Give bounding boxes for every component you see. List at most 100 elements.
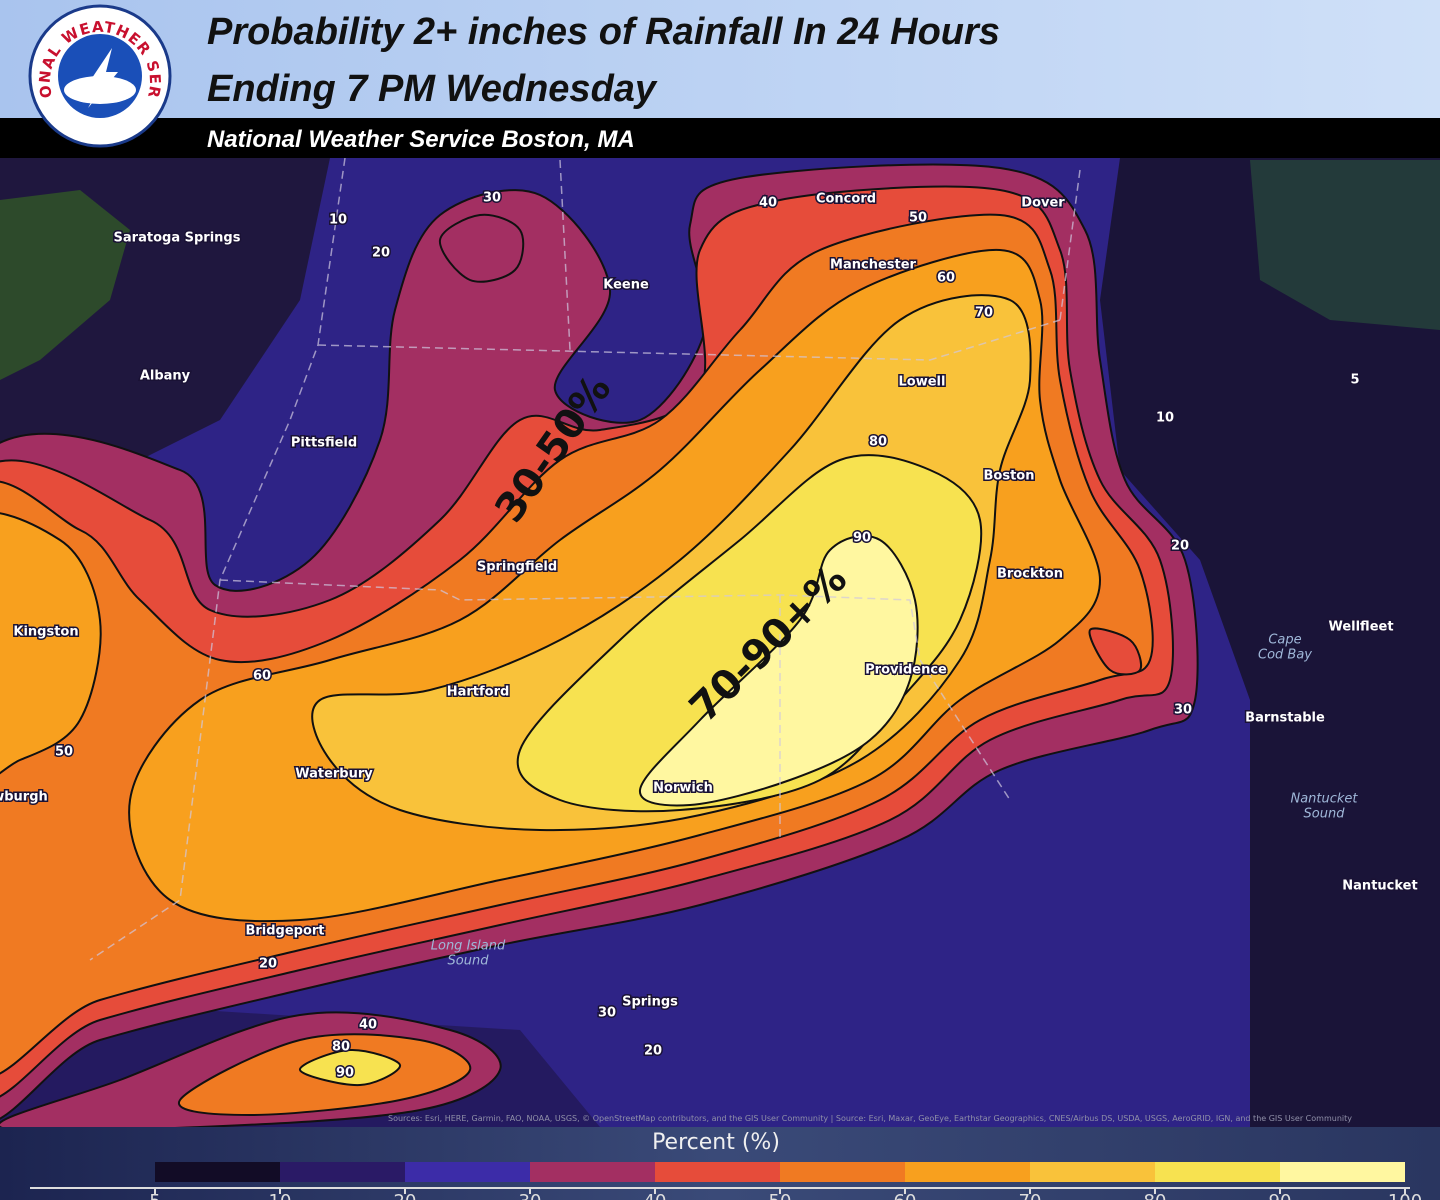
legend-tick-label: 80 [1144, 1191, 1167, 1200]
contour-label: 20 [644, 1044, 662, 1059]
place-label: Manchester [830, 258, 917, 273]
contour-line [516, 454, 983, 813]
contour-label: 90 [853, 531, 871, 546]
place-label: Barnstable [1245, 711, 1325, 726]
place-label: Keene [603, 278, 649, 293]
legend-swatch [280, 1162, 405, 1182]
place-label: Saratoga Springs [114, 231, 241, 246]
place-label: Springs [622, 995, 678, 1010]
contour-label: 60 [937, 271, 955, 286]
probability-zone [639, 535, 918, 806]
place-label: Kingston [13, 625, 78, 640]
probability-zone [299, 1049, 401, 1086]
contour-label: 20 [372, 246, 390, 261]
water-label: Cod Bay [1258, 648, 1312, 663]
place-label: Boston [984, 469, 1035, 484]
place-label: Waterbury [295, 767, 373, 782]
contour-label: 5 [1350, 373, 1359, 388]
legend-swatch [905, 1162, 1030, 1182]
legend-tick-label: 40 [644, 1191, 667, 1200]
water-label: Sound [1304, 807, 1346, 822]
contour-line [128, 248, 1102, 923]
legend-swatch [780, 1162, 905, 1182]
place-label: Dover [1021, 196, 1065, 211]
contour-label: 40 [759, 196, 777, 211]
water-label: Long Island [431, 939, 506, 954]
place-label: Hartford [447, 685, 510, 700]
contour-label: 50 [909, 211, 927, 226]
legend-swatch [530, 1162, 655, 1182]
legend-swatch [1280, 1162, 1405, 1182]
contour-label: 30 [598, 1006, 616, 1021]
contour-line [177, 1033, 472, 1117]
contour-label: 50 [55, 745, 73, 760]
contour-line [0, 213, 1154, 1075]
contour-label: 20 [1171, 539, 1189, 554]
place-label: Wellfleet [1328, 620, 1393, 635]
place-label: Lowell [899, 375, 946, 390]
contour-line [1088, 627, 1143, 676]
contour-line [298, 1048, 401, 1087]
title-line-1: Probability 2+ inches of Rainfall In 24 … [207, 11, 1000, 53]
legend-tick-label: 10 [269, 1191, 292, 1200]
legend-tick-label: 5 [149, 1191, 160, 1200]
state-borders [89, 158, 1081, 961]
legend-tick-label: 90 [1269, 1191, 1292, 1200]
ocean-east [1100, 158, 1440, 1127]
probability-zone [439, 214, 524, 282]
place-label: Providence [865, 663, 947, 678]
water-label: Cape [1268, 633, 1301, 648]
probability-zone [0, 513, 101, 774]
contour-line [0, 1011, 502, 1127]
contour-line [0, 512, 102, 775]
subtitle: National Weather Service Boston, MA [207, 126, 635, 153]
legend-swatch [655, 1162, 780, 1182]
place-label: Concord [816, 192, 876, 207]
contour-line [0, 185, 1174, 1098]
contour-label: 80 [869, 435, 887, 450]
legend-tick-label: 30 [519, 1191, 542, 1200]
contour-line [311, 294, 1032, 832]
contour-label: 10 [1156, 411, 1174, 426]
place-label: Pittsfield [291, 436, 357, 451]
place-label: Springfield [477, 560, 557, 575]
contour-line [0, 163, 1199, 1120]
water-label: Sound [448, 954, 490, 969]
place-label: Bridgeport [245, 924, 324, 939]
water-label: Nantucket [1290, 792, 1358, 807]
land-green [0, 190, 130, 380]
title-line-2: Ending 7 PM Wednesday [207, 68, 658, 110]
contour-label: 30 [483, 191, 501, 206]
legend-tick-label: 70 [1019, 1191, 1042, 1200]
probability-zone [1089, 628, 1142, 675]
contour-line [438, 213, 525, 283]
contour-label: 90 [336, 1066, 354, 1081]
contour-label: 70 [975, 306, 993, 321]
subtitle-band [0, 118, 1440, 158]
place-label: Norwich [653, 781, 713, 796]
header-band [0, 0, 1440, 118]
legend-tick-label: 60 [894, 1191, 917, 1200]
place-label: Albany [140, 369, 191, 384]
legend-swatch [1155, 1162, 1280, 1182]
place-label: wburgh [0, 790, 48, 805]
legend-title: Percent (%) [652, 1130, 780, 1155]
contour-label: 10 [329, 213, 347, 228]
legend-swatch [1030, 1162, 1155, 1182]
legend-swatch [405, 1162, 530, 1182]
legend-tick-label: 100 [1388, 1191, 1422, 1200]
contour-label: 20 [259, 957, 277, 972]
place-label: Nantucket [1342, 879, 1417, 894]
contour-label: 80 [332, 1040, 350, 1055]
legend-tick-label: 50 [769, 1191, 792, 1200]
attribution: Sources: Esri, HERE, Garmin, FAO, NOAA, … [388, 1114, 1352, 1123]
map: Saratoga Springs Concord Dover Keene Manches… [0, 158, 1440, 1127]
place-label: Brockton [997, 567, 1063, 582]
contour-label: 30 [1174, 703, 1192, 718]
ocean-teal [1250, 160, 1440, 330]
legend: 5 10 20 30 40 50 60 70 80 90 100 [30, 1162, 1422, 1200]
contour-label: 40 [359, 1018, 377, 1033]
legend-swatch [155, 1162, 280, 1182]
contour-line [639, 534, 919, 807]
